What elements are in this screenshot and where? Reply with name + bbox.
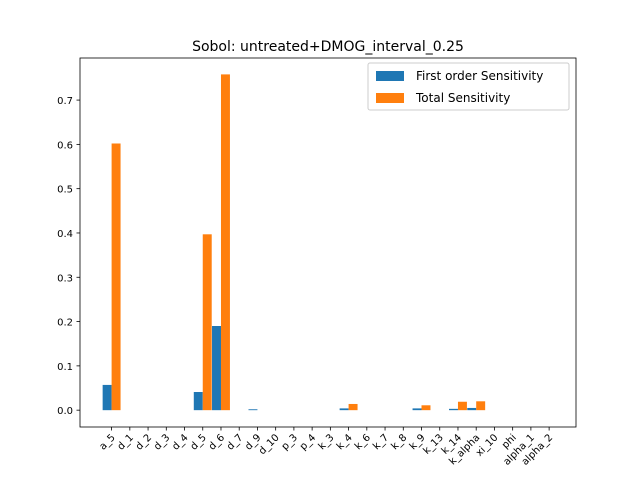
bar-total-k_14	[457, 401, 467, 411]
legend-box	[367, 62, 570, 111]
bar-first-order-a_5	[102, 384, 112, 411]
y-tick-label: 0.3	[57, 273, 73, 284]
y-tick-label: 0.7	[57, 96, 73, 107]
y-tick-label: 0.4	[57, 229, 73, 240]
axes-frame	[79, 57, 577, 428]
chart-title: Sobol: untreated+DMOG_interval_0.25	[192, 39, 464, 55]
bar-total-k_9	[421, 405, 431, 411]
bar-total-k_alpha	[476, 401, 486, 411]
bar-total-d_6	[220, 74, 230, 411]
bar-total-d_5	[202, 234, 212, 411]
legend-label-first-order: First order Sensitivity	[416, 69, 543, 83]
bar-first-order-d_6	[212, 326, 221, 411]
bar-total-k_4	[348, 403, 358, 411]
y-tick-label: 0.6	[57, 140, 73, 151]
y-tick-label: 0.2	[57, 318, 73, 329]
bar-first-order-k_4	[339, 408, 349, 411]
legend: First order Sensitivity Total Sensitivity	[367, 62, 570, 111]
legend-label-total: Total Sensitivity	[415, 91, 510, 105]
bar-first-order-d_9	[248, 409, 258, 411]
legend-swatch-total	[376, 93, 404, 103]
y-tick-label: 0.0	[57, 406, 73, 417]
y-tick-label: 0.1	[57, 362, 73, 373]
bar-first-order-k_14	[449, 408, 458, 411]
bar-first-order-k_9	[412, 408, 422, 411]
bars-layer	[102, 74, 486, 411]
bar-total-a_5	[111, 143, 121, 411]
bar-first-order-d_5	[193, 392, 203, 411]
legend-swatch-first-order	[376, 71, 404, 81]
bar-first-order-k_alpha	[467, 407, 477, 411]
y-tick-label: 0.5	[57, 185, 73, 196]
